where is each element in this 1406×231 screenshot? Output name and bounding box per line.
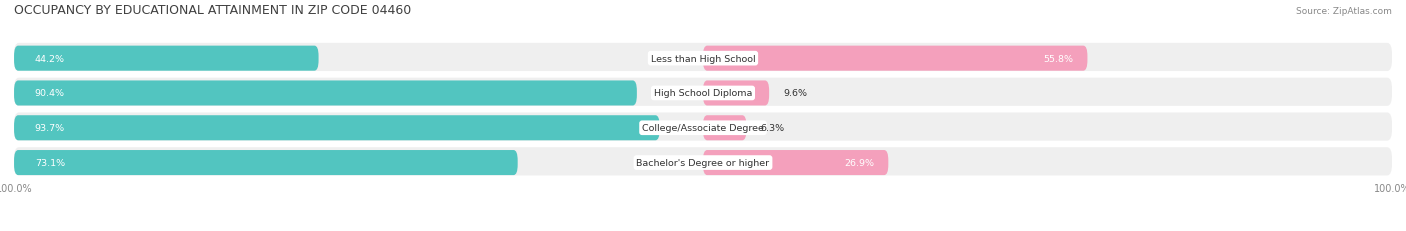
Text: Bachelor's Degree or higher: Bachelor's Degree or higher bbox=[637, 158, 769, 167]
Text: 93.7%: 93.7% bbox=[35, 124, 65, 133]
FancyBboxPatch shape bbox=[14, 113, 1392, 141]
FancyBboxPatch shape bbox=[14, 44, 1392, 72]
Text: College/Associate Degree: College/Associate Degree bbox=[643, 124, 763, 133]
FancyBboxPatch shape bbox=[14, 46, 319, 71]
FancyBboxPatch shape bbox=[14, 116, 659, 141]
Text: Source: ZipAtlas.com: Source: ZipAtlas.com bbox=[1296, 7, 1392, 16]
FancyBboxPatch shape bbox=[703, 81, 769, 106]
Text: 44.2%: 44.2% bbox=[35, 55, 65, 63]
Text: Less than High School: Less than High School bbox=[651, 55, 755, 63]
Text: 6.3%: 6.3% bbox=[761, 124, 785, 133]
FancyBboxPatch shape bbox=[703, 150, 889, 175]
Text: High School Diploma: High School Diploma bbox=[654, 89, 752, 98]
Text: 55.8%: 55.8% bbox=[1043, 55, 1074, 63]
FancyBboxPatch shape bbox=[14, 81, 637, 106]
FancyBboxPatch shape bbox=[14, 148, 1392, 176]
Text: 73.1%: 73.1% bbox=[35, 158, 65, 167]
Text: 26.9%: 26.9% bbox=[845, 158, 875, 167]
Text: 90.4%: 90.4% bbox=[35, 89, 65, 98]
FancyBboxPatch shape bbox=[14, 150, 517, 175]
Text: 9.6%: 9.6% bbox=[783, 89, 807, 98]
FancyBboxPatch shape bbox=[703, 116, 747, 141]
FancyBboxPatch shape bbox=[703, 46, 1087, 71]
Text: OCCUPANCY BY EDUCATIONAL ATTAINMENT IN ZIP CODE 04460: OCCUPANCY BY EDUCATIONAL ATTAINMENT IN Z… bbox=[14, 4, 412, 17]
FancyBboxPatch shape bbox=[14, 78, 1392, 106]
